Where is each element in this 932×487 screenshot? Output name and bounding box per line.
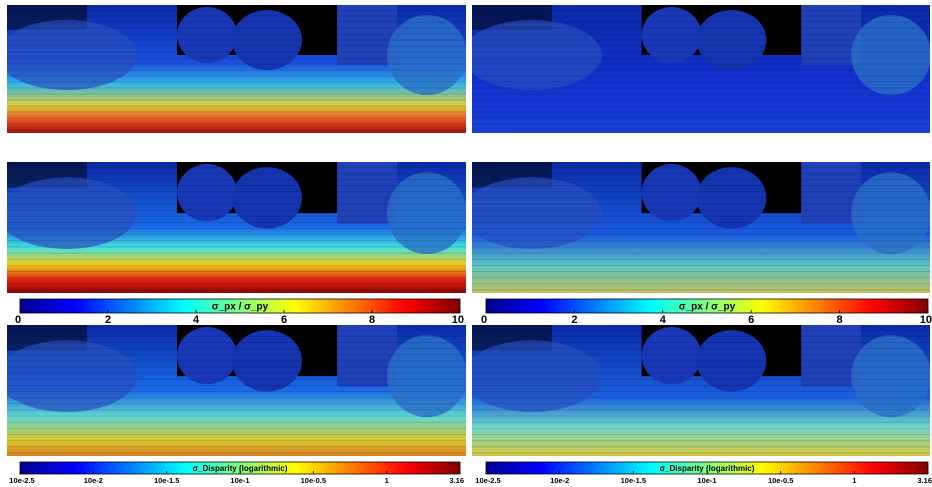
tick-label: 10e-0.5 xyxy=(301,476,326,485)
tick-label: 3.16 xyxy=(917,476,932,485)
tick-label: 4 xyxy=(193,314,200,326)
tick-label: 10e-2.5 xyxy=(475,476,500,485)
tick-label: 10e-2 xyxy=(84,476,103,485)
tick-label: 2 xyxy=(571,314,577,326)
colorbar-label: σ_px / σ_py xyxy=(212,302,269,313)
tick-label: 2 xyxy=(105,314,111,326)
panels xyxy=(0,5,931,456)
colorbar-label: σ_px / σ_py xyxy=(679,302,736,313)
tick-label: 4 xyxy=(660,314,667,326)
tick-label: 1 xyxy=(385,476,389,485)
tick-label: 6 xyxy=(281,314,287,326)
tick-label: 0 xyxy=(481,314,487,326)
tick-label: 10e-1 xyxy=(697,476,716,485)
tick-label: 10e-2.5 xyxy=(9,476,34,485)
tick-label: 10e-1.5 xyxy=(154,476,179,485)
tick-label: 8 xyxy=(837,314,843,326)
tick-label: 10e-1 xyxy=(230,476,249,485)
tick-label: 10e-1.5 xyxy=(621,476,646,485)
figure: σ_px / σ_py0246810σ_px / σ_py0246810σ_Di… xyxy=(0,0,932,487)
tick-label: 10 xyxy=(920,314,932,326)
tick-label: 6 xyxy=(748,314,754,326)
tick-label: 10e-0.5 xyxy=(768,476,793,485)
tick-label: 3.16 xyxy=(449,476,464,485)
tick-label: 0 xyxy=(15,314,21,326)
tick-label: 10 xyxy=(452,314,464,326)
tick-label: 8 xyxy=(369,314,375,326)
tick-label: 10e-2 xyxy=(550,476,569,485)
tick-label: 1 xyxy=(852,476,856,485)
